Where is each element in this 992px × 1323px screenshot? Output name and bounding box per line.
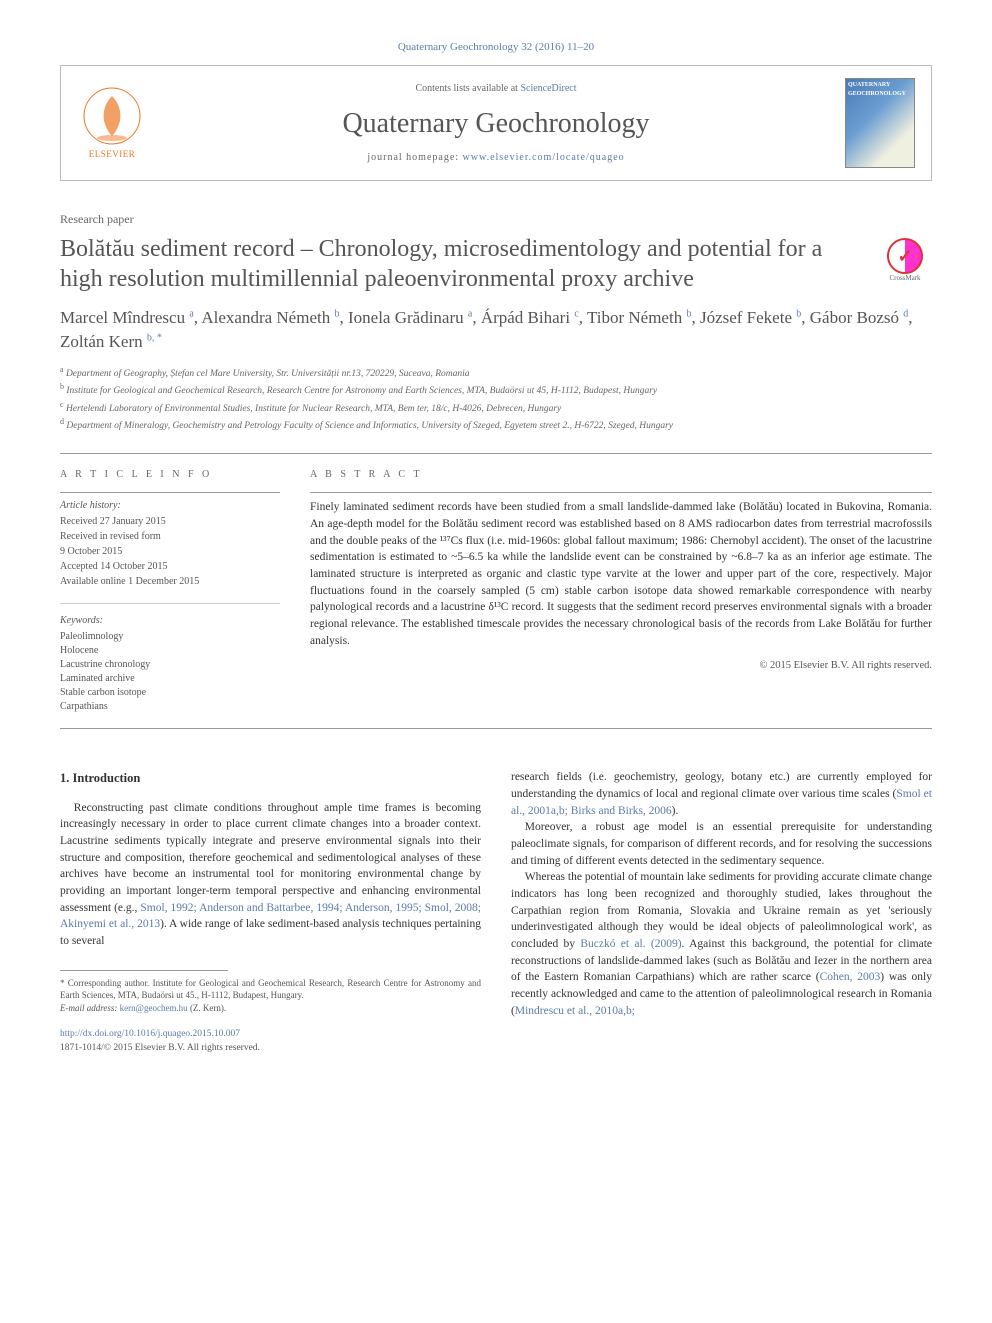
intro-text-1a: Reconstructing past climate conditions t… xyxy=(60,802,481,914)
paper-type-label: Research paper xyxy=(60,211,932,228)
journal-title: Quaternary Geochronology xyxy=(163,104,829,143)
footnote-separator xyxy=(60,970,228,971)
abstract-block: A B S T R A C T Finely laminated sedimen… xyxy=(310,468,932,714)
authors-line: Marcel Mîndrescu a, Alexandra Németh b, … xyxy=(60,306,932,354)
affiliation-line: b Institute for Geological and Geochemic… xyxy=(60,381,932,398)
intro-para-3: Whereas the potential of mountain lake s… xyxy=(511,869,932,1019)
intro-para-1-cont: research fields (i.e. geochemistry, geol… xyxy=(511,769,932,819)
divider-top xyxy=(60,453,932,454)
corr-author-text: * Corresponding author. Institute for Ge… xyxy=(60,977,481,1002)
cover-thumb-label: QUATERNARY GEOCHRONOLOGY xyxy=(848,81,912,98)
elsevier-tree-icon xyxy=(82,86,142,146)
body-column-left: 1. Introduction Reconstructing past clim… xyxy=(60,769,481,1055)
body-column-right: research fields (i.e. geochemistry, geol… xyxy=(511,769,932,1055)
corresponding-author-footnote: * Corresponding author. Institute for Ge… xyxy=(60,977,481,1015)
keyword: Paleolimnology xyxy=(60,630,280,644)
email-who: (Z. Kern). xyxy=(190,1003,226,1013)
journal-homepage-line: journal homepage: www.elsevier.com/locat… xyxy=(163,151,829,165)
email-label: E-mail address: xyxy=(60,1003,117,1013)
paper-title: Bolătău sediment record – Chronology, mi… xyxy=(60,234,858,294)
keyword: Carpathians xyxy=(60,700,280,714)
abstract-divider xyxy=(310,492,932,493)
homepage-prefix: journal homepage: xyxy=(367,152,462,163)
citation-header: Quaternary Geochronology 32 (2016) 11–20 xyxy=(60,40,932,55)
abstract-heading: A B S T R A C T xyxy=(310,468,932,482)
history-line: Received 27 January 2015 xyxy=(60,515,280,529)
issn-copyright-line: 1871-1014/© 2015 Elsevier B.V. All right… xyxy=(60,1043,260,1053)
keyword: Stable carbon isotope xyxy=(60,686,280,700)
history-line: 9 October 2015 xyxy=(60,545,280,559)
ref-link-mindrescu[interactable]: Mindrescu et al., 2010a,b; xyxy=(515,1005,635,1017)
journal-homepage-link[interactable]: www.elsevier.com/locate/quageo xyxy=(463,152,625,163)
elsevier-label: ELSEVIER xyxy=(89,148,136,161)
crossmark-label: CrossMark xyxy=(889,274,920,284)
article-info-heading: A R T I C L E I N F O xyxy=(60,468,280,482)
keyword: Lacustrine chronology xyxy=(60,658,280,672)
affiliation-line: d Department of Mineralogy, Geochemistry… xyxy=(60,416,932,433)
intro-text-2b: ). xyxy=(672,805,679,817)
ref-link-cohen[interactable]: Cohen, 2003 xyxy=(820,971,881,983)
keyword: Laminated archive xyxy=(60,672,280,686)
info-divider xyxy=(60,492,280,493)
keyword: Holocene xyxy=(60,644,280,658)
divider-bottom-abstract xyxy=(60,728,932,729)
history-line: Accepted 14 October 2015 xyxy=(60,560,280,574)
affiliation-line: c Hertelendi Laboratory of Environmental… xyxy=(60,399,932,416)
doi-block: http://dx.doi.org/10.1016/j.quageo.2015.… xyxy=(60,1028,481,1056)
crossmark-badge[interactable]: ✓ CrossMark xyxy=(878,234,932,288)
affiliation-line: a Department of Geography, Ștefan cel Ma… xyxy=(60,364,932,381)
intro-para-2: Moreover, a robust age model is an essen… xyxy=(511,819,932,869)
corr-email-link[interactable]: kern@geochem.hu xyxy=(120,1003,188,1013)
article-history-head: Article history: xyxy=(60,499,280,513)
ref-link-buczko[interactable]: Buczkó et al. (2009) xyxy=(580,938,681,950)
intro-para-1: Reconstructing past climate conditions t… xyxy=(60,800,481,950)
journal-cover-thumbnail: QUATERNARY GEOCHRONOLOGY xyxy=(845,78,915,168)
affiliations-block: a Department of Geography, Ștefan cel Ma… xyxy=(60,364,932,434)
history-line: Received in revised form xyxy=(60,530,280,544)
abstract-copyright: © 2015 Elsevier B.V. All rights reserved… xyxy=(310,659,932,674)
crossmark-icon: ✓ xyxy=(887,238,923,274)
journal-header-box: ELSEVIER Contents lists available at Sci… xyxy=(60,65,932,181)
history-line: Available online 1 December 2015 xyxy=(60,575,280,589)
section-1-heading: 1. Introduction xyxy=(60,769,481,787)
intro-text-2a: research fields (i.e. geochemistry, geol… xyxy=(511,771,932,800)
contents-prefix: Contents lists available at xyxy=(415,83,520,94)
elsevier-logo: ELSEVIER xyxy=(77,83,147,163)
doi-link[interactable]: http://dx.doi.org/10.1016/j.quageo.2015.… xyxy=(60,1029,240,1039)
article-info-sidebar: A R T I C L E I N F O Article history: R… xyxy=(60,468,280,714)
sciencedirect-link[interactable]: ScienceDirect xyxy=(520,83,576,94)
abstract-text: Finely laminated sediment records have b… xyxy=(310,499,932,649)
contents-available-line: Contents lists available at ScienceDirec… xyxy=(163,82,829,96)
keywords-head: Keywords: xyxy=(60,603,280,628)
